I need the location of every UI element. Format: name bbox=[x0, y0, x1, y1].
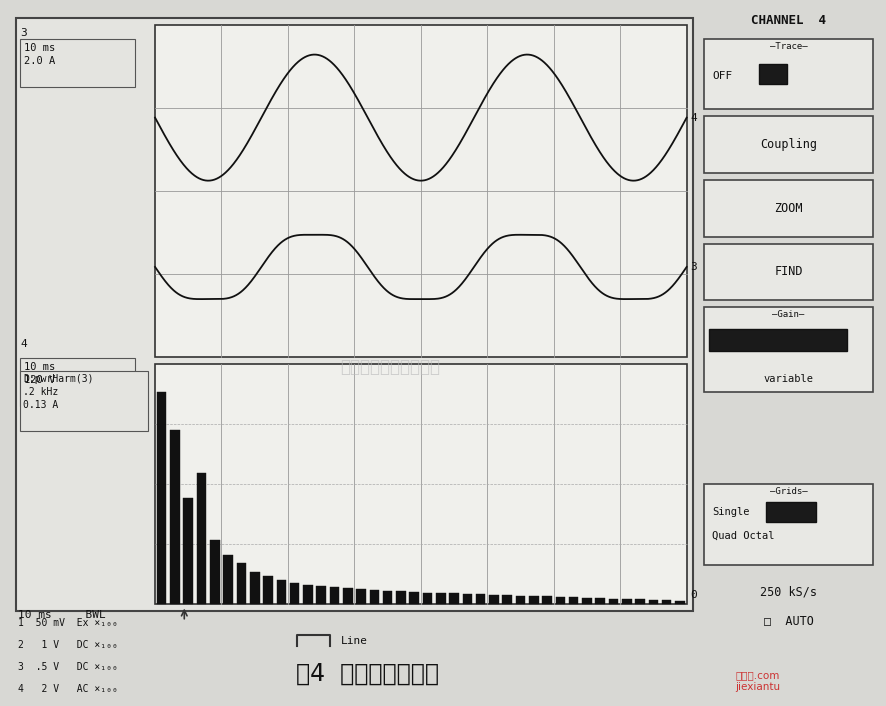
Text: 10 ms
2.0 A: 10 ms 2.0 A bbox=[24, 42, 55, 66]
Text: 2   1 V   DC ×₁₀₀: 2 1 V DC ×₁₀₀ bbox=[18, 640, 118, 650]
Bar bbox=[290, 582, 299, 604]
Text: 图4  电流的谐波分析: 图4 电流的谐波分析 bbox=[296, 662, 439, 686]
Bar bbox=[155, 364, 687, 604]
Bar bbox=[502, 595, 512, 604]
Bar bbox=[409, 592, 419, 604]
Bar bbox=[476, 594, 486, 604]
Bar bbox=[704, 244, 873, 300]
Text: 3: 3 bbox=[691, 262, 697, 272]
Bar bbox=[20, 358, 136, 406]
Bar bbox=[582, 598, 592, 604]
Text: 0: 0 bbox=[691, 590, 697, 599]
Bar bbox=[197, 472, 206, 604]
Bar bbox=[622, 599, 632, 604]
Text: —Trace—: —Trace— bbox=[770, 42, 807, 51]
Bar bbox=[595, 598, 605, 604]
Text: OFF: OFF bbox=[712, 71, 733, 81]
Bar bbox=[423, 592, 432, 604]
Text: D:pwrHarm(3)
.2 kHz
0.13 A: D:pwrHarm(3) .2 kHz 0.13 A bbox=[23, 373, 93, 410]
Text: —Gain—: —Gain— bbox=[773, 310, 804, 319]
Bar bbox=[759, 64, 788, 84]
Text: 10 ms
120 V: 10 ms 120 V bbox=[24, 362, 55, 385]
Text: variable: variable bbox=[764, 374, 813, 384]
Text: 接线图.com
jiexiantu: 接线图.com jiexiantu bbox=[735, 670, 780, 693]
Bar bbox=[462, 594, 472, 604]
Bar bbox=[16, 18, 693, 611]
Bar bbox=[369, 590, 379, 604]
Bar bbox=[649, 600, 658, 604]
Bar bbox=[303, 585, 313, 604]
Bar bbox=[710, 329, 847, 351]
Bar bbox=[263, 576, 273, 604]
Bar bbox=[489, 594, 499, 604]
Text: □  AUTO: □ AUTO bbox=[764, 614, 813, 627]
Text: 杭州溶睿科技有限公司: 杭州溶睿科技有限公司 bbox=[340, 358, 439, 376]
Bar bbox=[609, 599, 618, 604]
Bar bbox=[675, 601, 685, 604]
Bar bbox=[157, 393, 167, 604]
Text: 1  50 mV  Ex ×₁₀₀: 1 50 mV Ex ×₁₀₀ bbox=[18, 618, 118, 628]
Bar bbox=[20, 39, 136, 87]
Bar bbox=[662, 600, 672, 604]
Bar bbox=[330, 587, 339, 604]
Bar bbox=[396, 592, 406, 604]
Bar bbox=[20, 371, 149, 431]
Bar bbox=[542, 597, 552, 604]
Text: Coupling: Coupling bbox=[760, 138, 817, 151]
Bar bbox=[250, 572, 260, 604]
Bar bbox=[155, 25, 687, 357]
Bar bbox=[383, 591, 392, 604]
Bar bbox=[210, 540, 220, 604]
Bar bbox=[516, 596, 525, 604]
Bar bbox=[170, 431, 180, 604]
Bar bbox=[436, 593, 446, 604]
Bar bbox=[237, 563, 246, 604]
Bar bbox=[704, 39, 873, 109]
Text: 4: 4 bbox=[691, 113, 697, 123]
Bar bbox=[704, 180, 873, 237]
Bar bbox=[569, 597, 579, 604]
Bar bbox=[766, 501, 816, 522]
Text: 3: 3 bbox=[20, 28, 27, 37]
Text: —Grids—: —Grids— bbox=[770, 486, 807, 496]
Bar bbox=[316, 586, 326, 604]
Bar bbox=[704, 116, 873, 173]
Text: 10 ms     BWL: 10 ms BWL bbox=[18, 609, 105, 620]
Bar bbox=[704, 307, 873, 392]
Bar bbox=[356, 589, 366, 604]
Text: 250 kS/s: 250 kS/s bbox=[760, 586, 817, 599]
Text: Line: Line bbox=[341, 635, 368, 646]
Bar bbox=[704, 484, 873, 565]
Text: Quad Octal: Quad Octal bbox=[712, 531, 775, 541]
Bar bbox=[449, 594, 459, 604]
Bar bbox=[343, 588, 353, 604]
Text: Single: Single bbox=[712, 507, 750, 517]
Bar bbox=[556, 597, 565, 604]
Bar bbox=[183, 498, 193, 604]
Bar bbox=[529, 596, 539, 604]
Text: 3  .5 V   DC ×₁₀₀: 3 .5 V DC ×₁₀₀ bbox=[18, 662, 118, 671]
Bar bbox=[223, 555, 233, 604]
Text: 4: 4 bbox=[20, 340, 27, 349]
Text: FIND: FIND bbox=[774, 265, 803, 278]
Text: ZOOM: ZOOM bbox=[774, 202, 803, 215]
Text: 4   2 V   AC ×₁₀₀: 4 2 V AC ×₁₀₀ bbox=[18, 683, 118, 694]
Bar bbox=[276, 580, 286, 604]
Bar bbox=[635, 599, 645, 604]
Text: CHANNEL  4: CHANNEL 4 bbox=[751, 14, 826, 27]
